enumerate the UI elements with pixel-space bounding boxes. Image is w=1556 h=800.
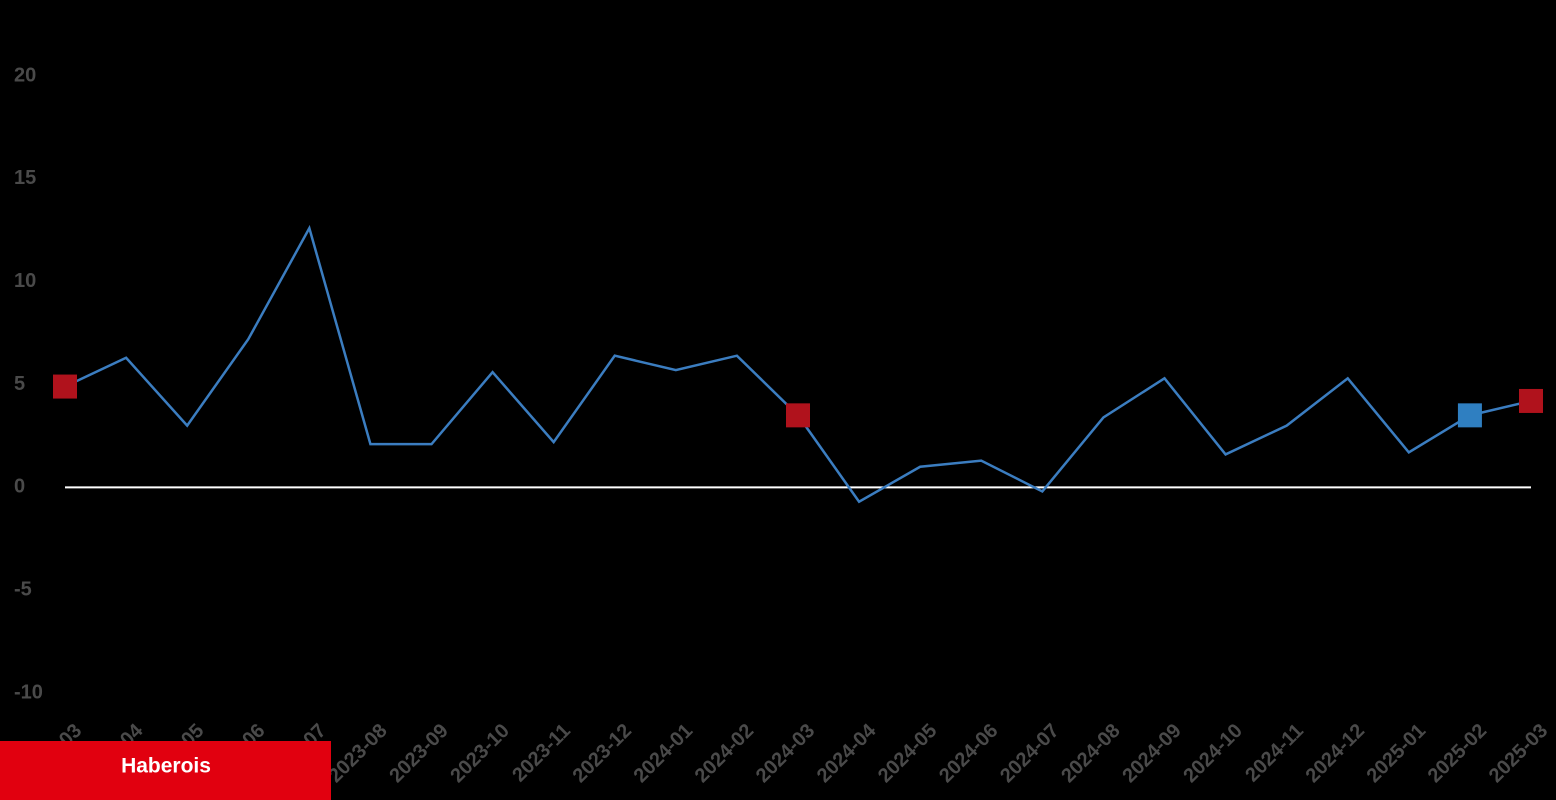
y-tick-label: 5: [14, 373, 25, 395]
y-tick-label: 15: [14, 167, 36, 189]
badge-box: [0, 741, 331, 800]
point-marker: [1457, 403, 1482, 428]
y-tick-label: -5: [14, 578, 32, 600]
point-marker: [53, 374, 77, 399]
y-tick-label: 0: [14, 476, 25, 498]
point-marker: [786, 403, 810, 428]
point-marker: [1519, 388, 1543, 413]
y-tick-label: -10: [14, 681, 43, 703]
badge-label: Haberois: [121, 755, 211, 778]
y-tick-label: 10: [14, 270, 36, 292]
y-tick-label: 20: [14, 64, 36, 86]
